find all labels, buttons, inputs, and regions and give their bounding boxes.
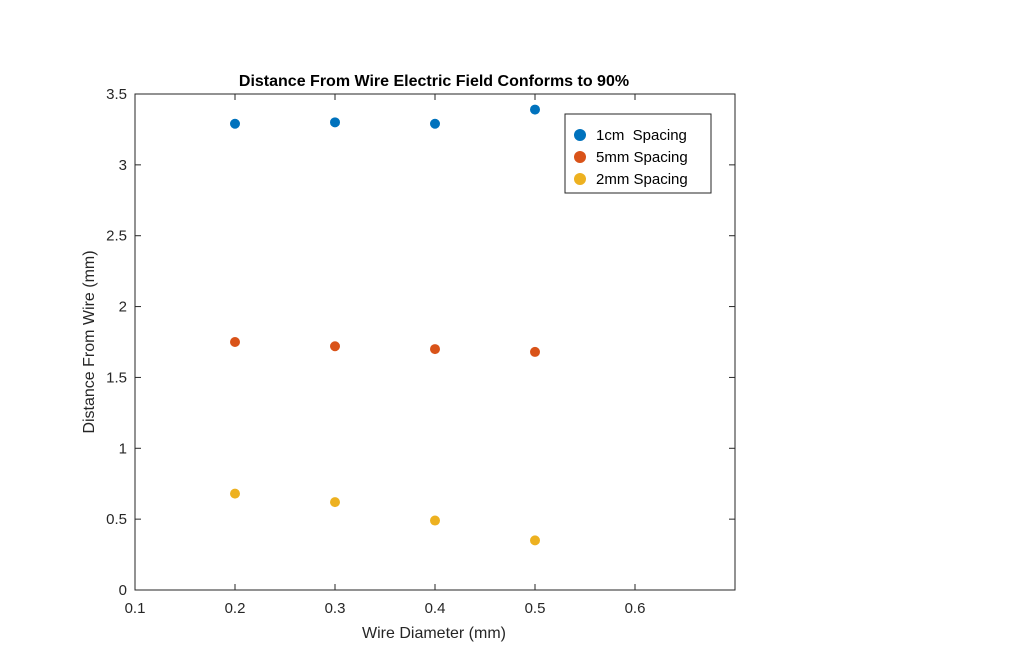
legend: 1cm Spacing 5mm Spacing 2mm Spacing xyxy=(564,113,712,194)
y-tick-label: 3.5 xyxy=(106,86,127,103)
data-point-series-2 xyxy=(330,341,340,352)
y-tick-label: 0 xyxy=(119,582,127,599)
x-tick-label: 0.5 xyxy=(525,600,546,617)
legend-marker xyxy=(574,129,586,141)
chart-title: Distance From Wire Electric Field Confor… xyxy=(239,73,629,90)
data-point-series-1 xyxy=(330,117,340,128)
data-point-series-2 xyxy=(430,344,440,355)
data-point-series-1 xyxy=(430,118,440,129)
data-point-series-3 xyxy=(430,515,440,526)
x-tick-label: 0.4 xyxy=(425,600,446,617)
y-tick-label: 2 xyxy=(119,299,127,316)
y-tick-label: 2.5 xyxy=(106,228,127,245)
y-tick-label: 0.5 xyxy=(106,511,127,528)
legend-box xyxy=(564,113,712,194)
y-tick-label: 1.5 xyxy=(106,369,127,386)
x-tick-label: 0.6 xyxy=(625,600,646,617)
data-point-series-3 xyxy=(330,497,340,508)
data-point-series-3 xyxy=(530,535,540,546)
data-markers xyxy=(230,104,540,546)
y-axis-label: Distance From Wire (mm) xyxy=(81,250,98,433)
legend-marker xyxy=(574,173,586,185)
legend-label: 5mm Spacing xyxy=(596,149,688,166)
x-tick-label: 0.1 xyxy=(125,600,146,617)
y-tick-label: 3 xyxy=(119,157,127,174)
data-point-series-1 xyxy=(230,118,240,129)
data-point-series-3 xyxy=(230,488,240,499)
legend-label: 1cm Spacing xyxy=(596,127,687,144)
legend-label: 2mm Spacing xyxy=(596,171,688,188)
data-point-series-1 xyxy=(530,104,540,115)
x-tick-label: 0.2 xyxy=(225,600,246,617)
data-point-series-2 xyxy=(230,337,240,347)
x-axis: 0.1 0.2 0.3 0.4 0.5 0.6 xyxy=(125,94,646,617)
y-axis: 0 0.5 1 1.5 2 2.5 3 3.5 xyxy=(106,86,735,599)
x-axis-label: Wire Diameter (mm) xyxy=(362,625,506,642)
legend-marker xyxy=(574,151,586,163)
data-point-series-2 xyxy=(530,346,540,357)
y-tick-label: 1 xyxy=(119,440,127,457)
x-tick-label: 0.3 xyxy=(325,600,346,617)
